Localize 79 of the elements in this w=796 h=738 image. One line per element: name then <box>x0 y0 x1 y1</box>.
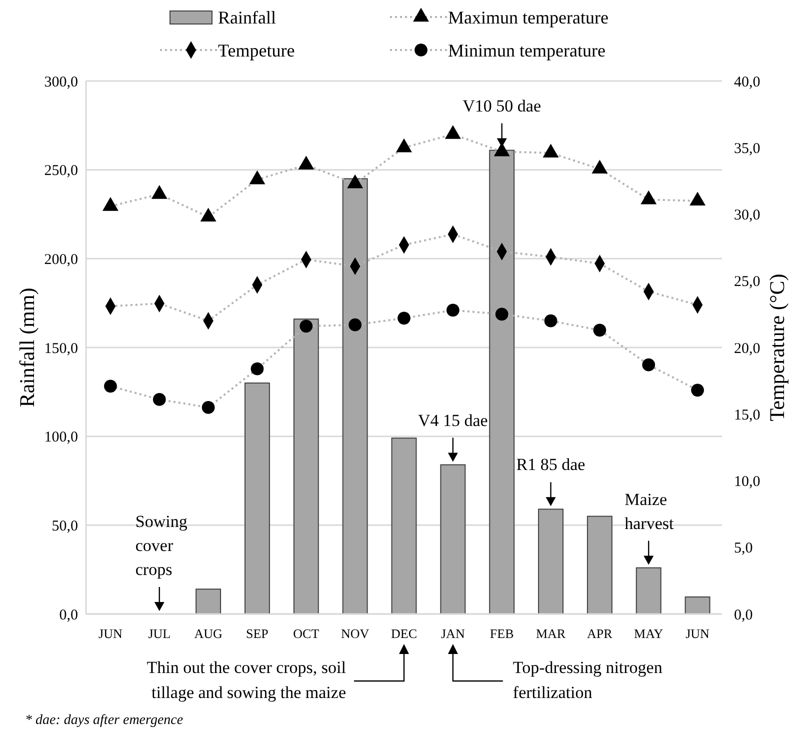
x-tick-label: JAN <box>441 626 466 641</box>
point <box>396 138 412 152</box>
point <box>104 380 117 393</box>
point <box>298 156 314 170</box>
bar <box>196 588 222 614</box>
annotation: R1 85 dae <box>516 455 586 474</box>
x-tick-label: APR <box>587 626 613 641</box>
bar <box>244 382 270 614</box>
y2-tick-label: 25,0 <box>734 274 760 290</box>
legend-label: Maximun temperature <box>448 7 608 28</box>
text: * dae: days after emergence <box>25 713 184 728</box>
bar <box>684 596 710 614</box>
annotation: Maize harvest <box>624 490 674 533</box>
point <box>640 190 657 204</box>
y-tick-label: 150,0 <box>44 340 78 357</box>
point <box>300 320 313 333</box>
bar <box>586 516 612 614</box>
point <box>152 393 166 406</box>
x-tick-label: DEC <box>391 626 417 641</box>
x-tick-label: JUN <box>686 626 710 641</box>
x-tick-label: OCT <box>293 626 320 641</box>
x-tick-label: MAR <box>536 626 566 641</box>
point <box>542 144 559 158</box>
annotation: V10 50 dae <box>462 96 542 116</box>
point <box>592 160 608 174</box>
y2-tick-label: 35,0 <box>734 140 760 157</box>
y2-tick-label: 5,0 <box>734 540 753 557</box>
text: Thin out the cover crops, soil tillage and sowing the maize <box>146 658 346 702</box>
y-tick-label: 200,0 <box>44 252 78 268</box>
y-axis-title: Rainfall (mm) <box>15 288 39 408</box>
bar <box>636 567 662 614</box>
point <box>446 304 460 317</box>
point <box>347 174 364 188</box>
point <box>102 197 118 211</box>
legend-label: Minimun temperature <box>448 40 606 60</box>
point <box>444 125 461 139</box>
point <box>250 362 264 376</box>
y2-tick-label: 10,0 <box>734 474 760 490</box>
y2-tick-label: 0,0 <box>734 607 753 624</box>
point <box>544 314 558 328</box>
x-tick-label: JUL <box>148 626 171 641</box>
bar <box>342 178 368 614</box>
x-tick-label: MAY <box>634 626 664 641</box>
x-tick-label: NOV <box>340 626 370 641</box>
y-tick-label: 250,0 <box>44 163 78 180</box>
y2-axis-title: Temperature (°C) <box>765 274 789 422</box>
y-tick-label: 300,0 <box>44 74 78 90</box>
bar <box>391 438 417 614</box>
y-tick-label: 50,0 <box>52 518 78 534</box>
bar <box>489 150 515 614</box>
x-tick-label: FEB <box>490 626 514 641</box>
point <box>690 192 706 206</box>
legend-label: Tempeture <box>218 40 295 60</box>
y2-tick-label: 15,0 <box>734 407 760 424</box>
point <box>642 358 656 372</box>
y-tick-label: 100,0 <box>44 430 78 446</box>
y2-tick-label: 40,0 <box>734 74 760 90</box>
point <box>348 318 362 332</box>
point <box>495 308 508 321</box>
point <box>398 312 410 325</box>
point <box>151 185 168 199</box>
bar <box>293 318 319 614</box>
point <box>249 170 266 184</box>
bar <box>440 464 466 614</box>
y2-tick-label: 20,0 <box>734 340 760 357</box>
point <box>200 208 216 222</box>
y-tick-label: 0,0 <box>59 607 78 624</box>
point <box>593 324 606 337</box>
text: Top-dressing nitrogen fertilization <box>512 658 663 702</box>
x-tick-label: JUN <box>98 626 123 641</box>
point <box>691 384 704 397</box>
annotation: Sowing cover crops <box>135 512 188 579</box>
x-tick-label: AUG <box>194 626 222 641</box>
annotation: V4 15 dae <box>418 410 488 430</box>
point <box>202 401 215 414</box>
bar <box>538 508 564 614</box>
y2-tick-label: 30,0 <box>734 208 760 224</box>
legend-label: Rainfall <box>218 7 276 28</box>
x-tick-label: SEP <box>246 626 268 641</box>
